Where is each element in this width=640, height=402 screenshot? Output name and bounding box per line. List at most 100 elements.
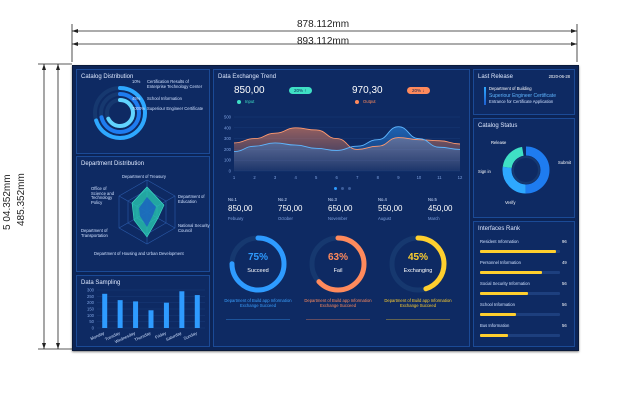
release-date: 2020-06-28: [548, 74, 570, 79]
input-dot: [237, 100, 241, 104]
stat-rank: No.1: [228, 197, 237, 202]
catalog-label: School Information: [147, 96, 182, 101]
input-badge: 20% ↑: [289, 87, 312, 94]
rank-bar-fill: [480, 292, 528, 295]
sampling-bar: [133, 301, 139, 328]
x-tick-label: Monday: [90, 330, 106, 341]
stat-value: 850,00: [228, 204, 253, 213]
x-tick-label: 7: [356, 175, 359, 180]
release-dept: Department of Building: [489, 86, 532, 91]
panel-title: Data Sampling: [81, 280, 121, 286]
panel-title: Department Distribution: [81, 161, 145, 167]
x-tick-label: 6: [336, 175, 339, 180]
catalog-pct: 7000%: [132, 106, 146, 111]
gauge-caption: Department of Build app Information Exch…: [224, 298, 292, 308]
y-tick-label: 50: [89, 319, 94, 324]
radar-label: Department of Housing and Urban Developm…: [94, 251, 184, 256]
rank-bar-fill: [480, 313, 516, 316]
output-badge: 20% ↓: [407, 87, 430, 94]
status-label: Submit: [558, 160, 572, 165]
gauge-percent: 75%: [247, 252, 268, 263]
y-tick-label: 0: [92, 326, 95, 331]
gauge-percent: 63%: [327, 252, 348, 263]
output-value: 970,30: [352, 85, 383, 96]
catalog-rings: [93, 86, 147, 140]
last-release-panel: Last Release 2020-06-28 Department of Bu…: [473, 69, 575, 115]
catalog-status-donut: [502, 146, 550, 194]
stat-rank: No.5: [428, 197, 437, 202]
data-sampling-chart: 300250200150100500MondayTuesdayWednesday…: [87, 288, 205, 344]
left-inner-dimension: 485.352mm: [16, 173, 27, 226]
sampling-bar: [194, 295, 200, 328]
stats-row: No.1 850,00 Febuary No.2 750,00 October No.3 65…: [228, 197, 464, 226]
pager-dot[interactable]: [341, 187, 344, 190]
catalog-pct: 10%: [132, 79, 141, 84]
output-label: Output: [363, 99, 376, 104]
sampling-bar: [117, 300, 123, 328]
rank-bar-fill: [480, 271, 543, 274]
stat-rank: No.2: [278, 197, 287, 202]
pager-dot[interactable]: [334, 187, 337, 190]
y-tick-label: 300: [224, 136, 232, 141]
y-tick-label: 500: [224, 115, 232, 120]
status-label: Release: [491, 140, 507, 145]
department-distribution-panel: Department Distribution Department of Tr…: [76, 156, 210, 272]
y-tick-label: 150: [87, 307, 95, 312]
dashboard-screen: Catalog Distribution 10% Certification R…: [72, 65, 579, 351]
gauge-caption: Department of Build app Information Exch…: [304, 298, 372, 308]
x-tick-label: 3: [274, 175, 277, 180]
gauge-arc: [229, 235, 287, 293]
release-desc: Entrance for Certificate Application: [489, 99, 554, 104]
gauge-ring: [389, 235, 447, 293]
top-inner-dimension: 878.112mm: [297, 19, 350, 30]
sampling-bar: [163, 302, 169, 328]
x-tick-label: 12: [458, 175, 463, 180]
panel-title: Data Exchange Trend: [218, 74, 277, 80]
rank-value: 56: [562, 281, 567, 286]
rank-label: Resident Information: [480, 239, 519, 244]
gauges-row: 75% Succeed Department of Build app Inform…: [218, 233, 468, 345]
rank-list: Resident Information 96 Personnel Informat…: [480, 239, 572, 344]
rank-bar-track: [480, 334, 560, 337]
radar-label: Department of Education: [178, 194, 205, 204]
x-tick-label: Sunday: [183, 330, 199, 341]
stat-month: Febuary: [228, 216, 244, 221]
input-value: 850,00: [234, 85, 265, 96]
status-label: Verify: [505, 200, 516, 205]
radar-label: Office of Science and Technology Policy: [91, 186, 115, 205]
stat-value: 750,00: [278, 204, 303, 213]
x-tick-label: 8: [377, 175, 380, 180]
top-outer-dimension: 893.112mm: [297, 36, 350, 47]
gauge-divider: [306, 319, 370, 320]
x-tick-label: 5: [315, 175, 318, 180]
radar-label: Department of Transportation: [81, 228, 108, 238]
stat-month: August: [378, 216, 392, 221]
panel-title: Last Release: [478, 74, 514, 80]
y-tick-label: 200: [87, 300, 95, 305]
sampling-bar: [102, 293, 108, 328]
sampling-bar: [179, 291, 185, 328]
rank-value: 56: [562, 302, 567, 307]
stat-month: October: [278, 216, 293, 221]
rank-bar-track: [480, 313, 560, 316]
input-label: Input: [245, 99, 255, 104]
pager-dot[interactable]: [348, 187, 351, 190]
rank-value: 56: [562, 323, 567, 328]
radar-label: National Security Council: [178, 223, 210, 233]
rank-label: Bus Information: [480, 323, 510, 328]
x-tick-label: 10: [417, 175, 422, 180]
gauge-arc: [309, 235, 367, 293]
rank-bar-fill: [480, 334, 508, 337]
x-tick-label: Friday: [154, 330, 167, 340]
panel-title: Interfaces Rank: [478, 226, 521, 232]
stat-value: 550,00: [378, 204, 403, 213]
left-outer-dimension: 5 04.352mm: [2, 174, 13, 230]
panel-title: Catalog Status: [478, 123, 518, 129]
data-exchange-panel: Data Exchange Trend 850,00 20% ↑ Input 9…: [213, 69, 470, 347]
output-dot: [355, 100, 359, 104]
gauge-caption: Department of Build app Information Exch…: [384, 298, 452, 308]
radar-chart: [118, 179, 176, 245]
catalog-label: Superiour Engineer Certificate: [147, 106, 204, 111]
gauge-label: Exchanging: [403, 268, 433, 274]
rank-label: Social Security Information: [480, 281, 530, 286]
